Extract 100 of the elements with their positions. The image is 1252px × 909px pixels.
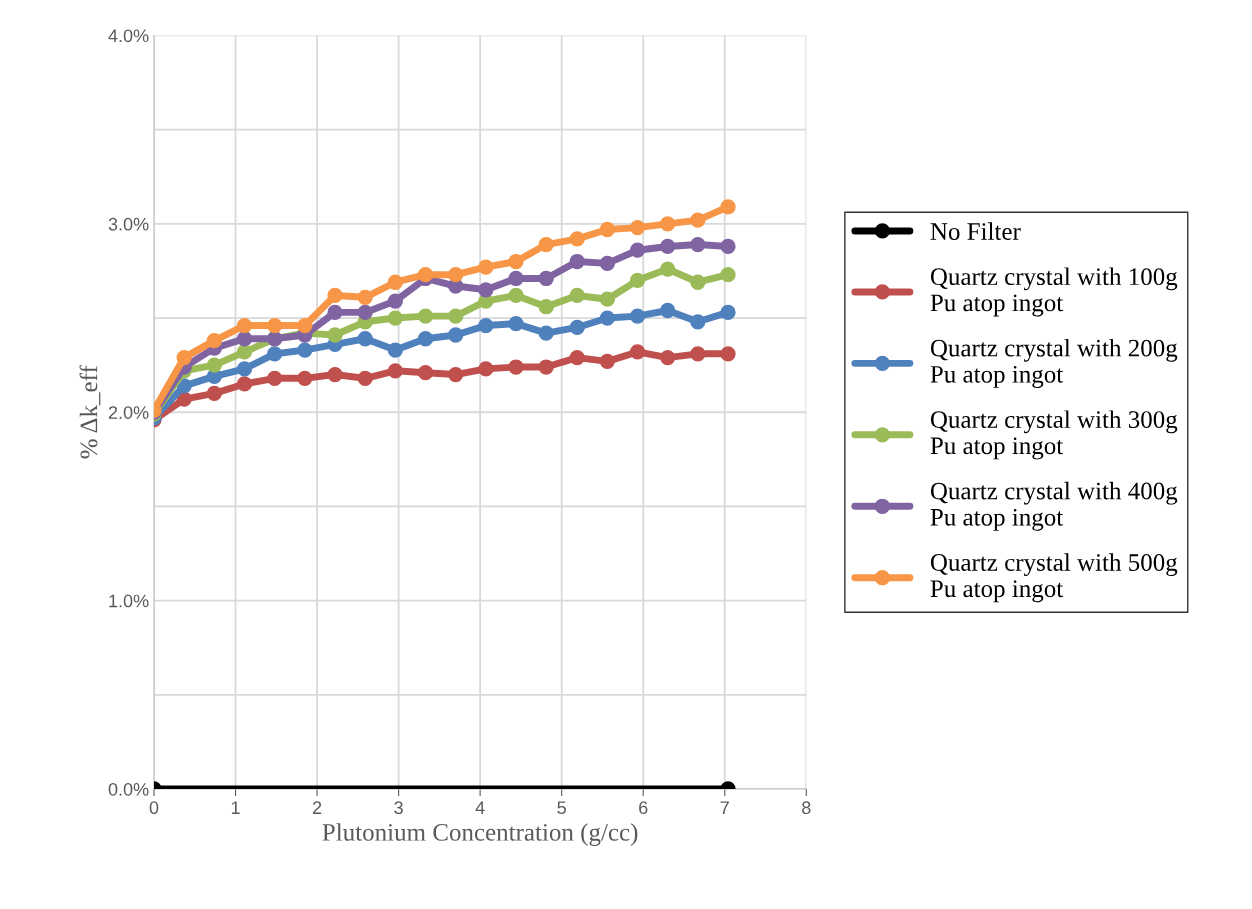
point bbox=[478, 317, 494, 334]
y-tick-label: 1.0% bbox=[109, 594, 149, 608]
point bbox=[720, 199, 736, 215]
point bbox=[599, 291, 615, 307]
point bbox=[508, 287, 524, 304]
legend-label: No Filter bbox=[930, 222, 1021, 240]
point bbox=[720, 267, 736, 283]
x-tick-label: 2 bbox=[312, 801, 322, 814]
point bbox=[297, 342, 313, 358]
point bbox=[448, 327, 464, 343]
point bbox=[629, 344, 646, 360]
point bbox=[569, 319, 585, 336]
point bbox=[569, 287, 585, 304]
point bbox=[357, 304, 373, 321]
x-tick-label: 3 bbox=[394, 801, 403, 815]
point bbox=[660, 238, 676, 255]
point bbox=[508, 359, 524, 375]
point bbox=[690, 212, 706, 228]
point bbox=[176, 349, 192, 366]
y-tick-label: 3.0% bbox=[108, 217, 149, 231]
point bbox=[417, 308, 434, 324]
point bbox=[267, 370, 283, 386]
point bbox=[236, 344, 253, 360]
point bbox=[629, 308, 646, 324]
point bbox=[206, 333, 222, 349]
point bbox=[660, 302, 676, 319]
point bbox=[629, 219, 646, 236]
y-tick-label: 2.0% bbox=[108, 406, 149, 419]
point bbox=[297, 370, 313, 386]
point bbox=[720, 304, 736, 321]
point bbox=[327, 366, 343, 383]
point bbox=[629, 272, 646, 288]
point bbox=[569, 253, 585, 270]
legend-label: Quartz crystal with 500g Pu atop ingot bbox=[930, 553, 1178, 603]
point bbox=[660, 261, 676, 277]
point bbox=[267, 317, 283, 334]
point bbox=[327, 287, 343, 304]
point bbox=[508, 253, 524, 270]
point bbox=[417, 331, 434, 347]
x-tick-label: 5 bbox=[557, 801, 566, 815]
legend-label: Quartz crystal with 300g Pu atop ingot bbox=[930, 410, 1178, 460]
point bbox=[448, 267, 464, 283]
point bbox=[387, 363, 403, 379]
legend-label: Quartz crystal with 200g Pu atop ingot bbox=[930, 338, 1178, 388]
point bbox=[538, 236, 554, 253]
point bbox=[327, 327, 343, 343]
y-axis-title: % Δk_eff bbox=[79, 365, 101, 459]
point bbox=[236, 376, 253, 392]
point bbox=[629, 242, 646, 258]
x-tick-label: 0 bbox=[149, 801, 159, 815]
point bbox=[327, 304, 343, 321]
point bbox=[387, 310, 403, 326]
x-tick-label: 6 bbox=[639, 801, 648, 815]
point bbox=[448, 366, 464, 383]
x-tick-label: 8 bbox=[802, 801, 811, 815]
point bbox=[417, 365, 434, 381]
point bbox=[297, 317, 313, 334]
point bbox=[569, 231, 585, 247]
x-tick-label: 1 bbox=[231, 801, 240, 814]
point bbox=[236, 317, 253, 334]
point bbox=[538, 325, 554, 341]
point bbox=[690, 346, 706, 362]
point bbox=[267, 346, 283, 362]
point bbox=[357, 289, 373, 305]
point bbox=[448, 308, 464, 324]
point bbox=[538, 299, 554, 315]
x-axis-title: Plutonium Concentration (g/cc) bbox=[322, 823, 638, 846]
legend-label: Quartz crystal with 400g Pu atop ingot bbox=[930, 481, 1178, 531]
legend-label: Quartz crystal with 100g Pu atop ingot bbox=[930, 267, 1178, 317]
point bbox=[206, 385, 222, 402]
point bbox=[569, 349, 585, 366]
point bbox=[478, 282, 494, 298]
point bbox=[720, 238, 736, 255]
point bbox=[599, 255, 615, 272]
point bbox=[599, 310, 615, 326]
y-tick-label: 4.0% bbox=[108, 29, 149, 43]
point bbox=[236, 361, 253, 377]
point bbox=[599, 353, 615, 370]
point bbox=[206, 357, 222, 373]
point bbox=[660, 349, 676, 366]
point bbox=[538, 359, 554, 375]
point bbox=[387, 274, 403, 290]
point bbox=[478, 361, 494, 377]
point bbox=[538, 270, 554, 287]
point bbox=[508, 270, 524, 287]
point bbox=[508, 316, 524, 332]
y-tick-label: 0.0% bbox=[108, 782, 149, 796]
point bbox=[690, 236, 706, 253]
point bbox=[690, 274, 706, 290]
point bbox=[478, 259, 494, 275]
x-tick-label: 4 bbox=[475, 801, 485, 814]
point bbox=[417, 267, 434, 283]
point bbox=[387, 342, 403, 358]
point bbox=[236, 331, 253, 347]
point bbox=[720, 346, 736, 362]
point bbox=[357, 370, 373, 386]
point bbox=[599, 221, 615, 238]
point bbox=[387, 293, 403, 309]
point bbox=[660, 216, 676, 232]
point bbox=[357, 331, 373, 347]
